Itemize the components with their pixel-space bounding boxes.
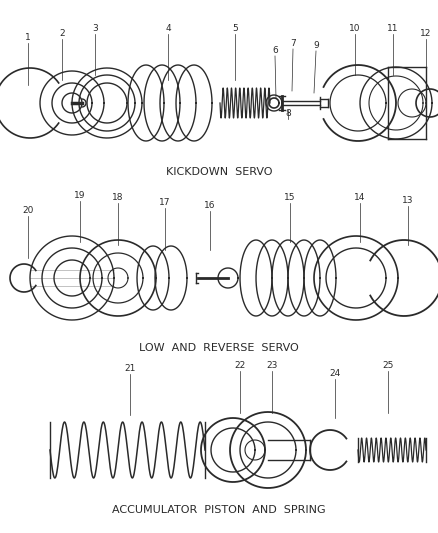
Text: 9: 9 bbox=[313, 41, 319, 50]
Text: 23: 23 bbox=[266, 361, 278, 370]
Text: 7: 7 bbox=[290, 39, 296, 48]
Text: KICKDOWN  SERVO: KICKDOWN SERVO bbox=[166, 167, 272, 177]
Text: ACCUMULATOR  PISTON  AND  SPRING: ACCUMULATOR PISTON AND SPRING bbox=[112, 505, 326, 515]
Text: 3: 3 bbox=[92, 24, 98, 33]
Text: 22: 22 bbox=[234, 361, 246, 370]
Text: 25: 25 bbox=[382, 361, 394, 370]
Text: 18: 18 bbox=[112, 193, 124, 202]
Text: 5: 5 bbox=[232, 24, 238, 33]
Text: 16: 16 bbox=[204, 201, 216, 210]
Text: 1: 1 bbox=[25, 33, 31, 42]
Text: 14: 14 bbox=[354, 193, 366, 202]
Text: 21: 21 bbox=[124, 364, 136, 373]
Text: 13: 13 bbox=[402, 196, 414, 205]
Text: 15: 15 bbox=[284, 193, 296, 202]
Text: 2: 2 bbox=[59, 29, 65, 38]
Text: LOW  AND  REVERSE  SERVO: LOW AND REVERSE SERVO bbox=[139, 343, 299, 353]
Text: 6: 6 bbox=[272, 46, 278, 55]
Text: 8: 8 bbox=[285, 109, 291, 118]
Text: 17: 17 bbox=[159, 198, 171, 207]
Text: 10: 10 bbox=[349, 24, 361, 33]
Text: 24: 24 bbox=[329, 369, 341, 378]
Text: 19: 19 bbox=[74, 191, 86, 200]
Text: 12: 12 bbox=[420, 29, 432, 38]
Text: 11: 11 bbox=[387, 24, 399, 33]
Text: 4: 4 bbox=[165, 24, 171, 33]
Text: 20: 20 bbox=[22, 206, 34, 215]
